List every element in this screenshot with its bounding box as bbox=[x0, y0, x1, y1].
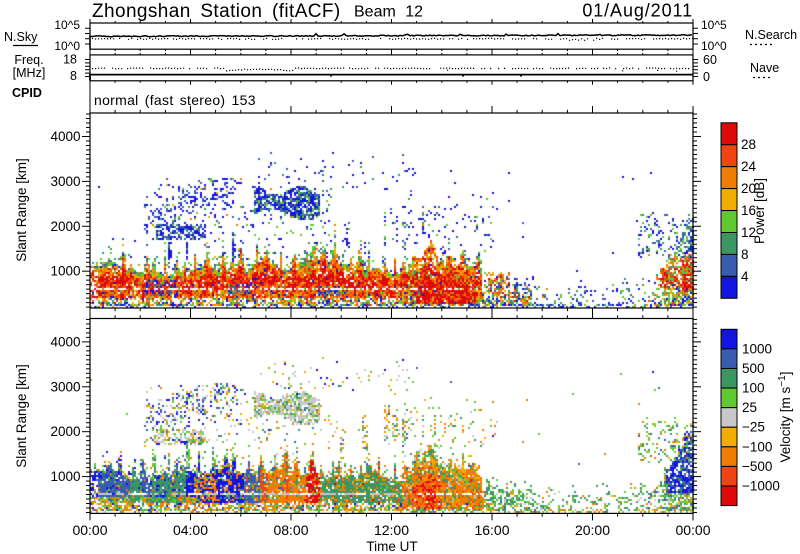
svg-text:Time UT: Time UT bbox=[366, 539, 417, 554]
svg-text:8: 8 bbox=[741, 247, 749, 262]
svg-text:1000: 1000 bbox=[50, 264, 80, 279]
svg-text:100: 100 bbox=[742, 381, 765, 396]
svg-text:−25: −25 bbox=[742, 420, 765, 435]
svg-text:1000: 1000 bbox=[50, 469, 80, 484]
svg-text:1000: 1000 bbox=[742, 341, 772, 356]
svg-text:Slant Range [km]: Slant Range [km] bbox=[14, 364, 29, 468]
svg-text:Velocity [m s−1]: Velocity [m s−1] bbox=[777, 372, 794, 463]
svg-text:2000: 2000 bbox=[50, 424, 80, 439]
svg-text:4: 4 bbox=[741, 269, 749, 284]
svg-text:Beam 12: Beam 12 bbox=[354, 4, 423, 21]
svg-text:4000: 4000 bbox=[50, 129, 80, 144]
svg-text:0: 0 bbox=[703, 70, 710, 84]
svg-text:20:00: 20:00 bbox=[575, 522, 610, 538]
svg-text:04:00: 04:00 bbox=[173, 522, 208, 538]
svg-text:10^0: 10^0 bbox=[54, 39, 80, 53]
svg-text:28: 28 bbox=[741, 137, 756, 152]
svg-text:Slant Range [km]: Slant Range [km] bbox=[14, 158, 29, 262]
svg-text:3000: 3000 bbox=[50, 174, 80, 189]
svg-text:18: 18 bbox=[63, 53, 77, 67]
svg-text:8: 8 bbox=[70, 69, 77, 83]
svg-text:Freq.: Freq. bbox=[14, 53, 43, 67]
svg-text:2000: 2000 bbox=[50, 219, 80, 234]
svg-text:01/Aug/2011: 01/Aug/2011 bbox=[582, 1, 693, 21]
svg-text:16:00: 16:00 bbox=[474, 522, 509, 538]
svg-text:08:00: 08:00 bbox=[273, 522, 308, 538]
svg-text:12:00: 12:00 bbox=[374, 522, 409, 538]
svg-text:00:00: 00:00 bbox=[72, 522, 107, 538]
svg-text:−1000: −1000 bbox=[742, 479, 780, 494]
svg-text:normal (fast stereo) 153: normal (fast stereo) 153 bbox=[94, 92, 256, 108]
svg-text:10^5: 10^5 bbox=[701, 18, 727, 32]
svg-text:CPID: CPID bbox=[12, 86, 42, 100]
svg-text:60: 60 bbox=[703, 53, 717, 67]
svg-text:4000: 4000 bbox=[50, 334, 80, 349]
svg-text:Zhongshan Station (fitACF): Zhongshan Station (fitACF) bbox=[92, 1, 341, 22]
svg-text:10^5: 10^5 bbox=[54, 18, 80, 32]
svg-text:500: 500 bbox=[742, 361, 765, 376]
svg-text:Nave: Nave bbox=[750, 61, 779, 75]
svg-text:3000: 3000 bbox=[50, 379, 80, 394]
svg-text:00:00: 00:00 bbox=[675, 522, 710, 538]
svg-text:−100: −100 bbox=[742, 439, 772, 454]
svg-text:N.Sky: N.Sky bbox=[4, 30, 38, 44]
svg-text:Power [dB]: Power [dB] bbox=[752, 178, 767, 244]
svg-text:24: 24 bbox=[741, 159, 757, 174]
svg-text:[MHz]: [MHz] bbox=[13, 66, 46, 80]
svg-text:10^0: 10^0 bbox=[701, 39, 727, 53]
svg-text:16: 16 bbox=[741, 203, 756, 218]
svg-text:N.Search: N.Search bbox=[745, 28, 797, 42]
svg-text:12: 12 bbox=[741, 225, 756, 240]
svg-text:−500: −500 bbox=[742, 459, 772, 474]
svg-text:20: 20 bbox=[741, 181, 756, 196]
svg-text:25: 25 bbox=[742, 400, 757, 415]
